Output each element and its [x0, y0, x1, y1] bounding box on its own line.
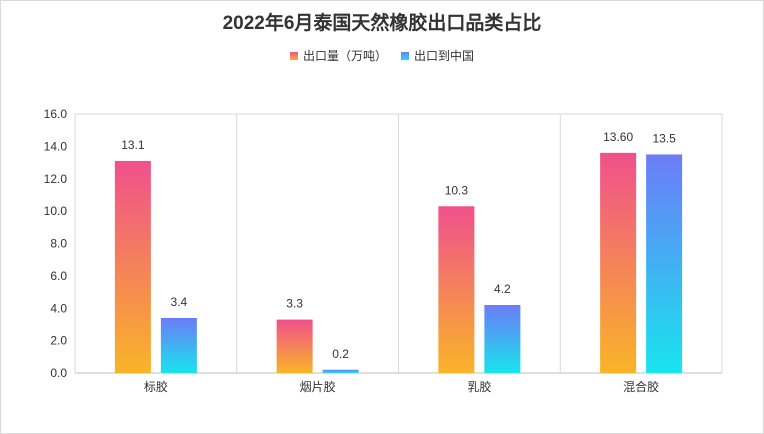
bar-series-1 — [322, 369, 359, 373]
x-tick-label: 烟片胶 — [300, 379, 336, 394]
y-tick-label: 0.0 — [50, 366, 67, 380]
bar-series-0 — [600, 152, 637, 373]
y-tick-label: 16.0 — [44, 107, 68, 121]
data-label: 10.3 — [445, 183, 469, 197]
y-tick-label: 10.0 — [44, 204, 68, 218]
data-label: 13.60 — [603, 130, 633, 144]
x-tick-label: 混合胶 — [623, 379, 659, 394]
y-tick-label: 14.0 — [44, 139, 68, 153]
y-tick-label: 6.0 — [50, 269, 67, 283]
chart-title: 2022年6月泰国天然橡胶出口品类占比 — [222, 13, 542, 34]
x-tick-label: 标胶 — [144, 379, 168, 394]
legend-swatch — [401, 51, 409, 60]
legend-label: 出口量（万吨） — [302, 49, 387, 63]
legend-swatch — [289, 51, 298, 60]
y-tick-label: 12.0 — [44, 172, 68, 186]
bar-series-1 — [160, 317, 197, 373]
bar-series-1 — [646, 154, 683, 373]
y-tick-label: 8.0 — [50, 237, 67, 251]
data-label: 13.1 — [121, 138, 145, 152]
bar-series-1 — [484, 305, 521, 373]
legend-item-series-0[interactable]: 出口量（万吨） — [289, 47, 387, 64]
data-label: 3.3 — [286, 297, 303, 311]
legend-item-series-1[interactable]: 出口到中国 — [401, 47, 474, 64]
data-label: 13.5 — [652, 131, 676, 145]
x-tick-label: 乳胶 — [467, 379, 491, 394]
bar-series-0 — [438, 206, 475, 373]
bar-series-0 — [114, 160, 151, 373]
data-label: 0.2 — [332, 347, 349, 361]
y-tick-label: 2.0 — [50, 334, 67, 348]
data-label: 3.4 — [171, 295, 188, 309]
y-tick-label: 4.0 — [50, 301, 67, 315]
bar-series-0 — [276, 319, 313, 373]
data-label: 4.2 — [494, 282, 511, 296]
legend: 出口量（万吨） 出口到中国 — [0, 47, 764, 64]
legend-label: 出口到中国 — [414, 49, 475, 63]
